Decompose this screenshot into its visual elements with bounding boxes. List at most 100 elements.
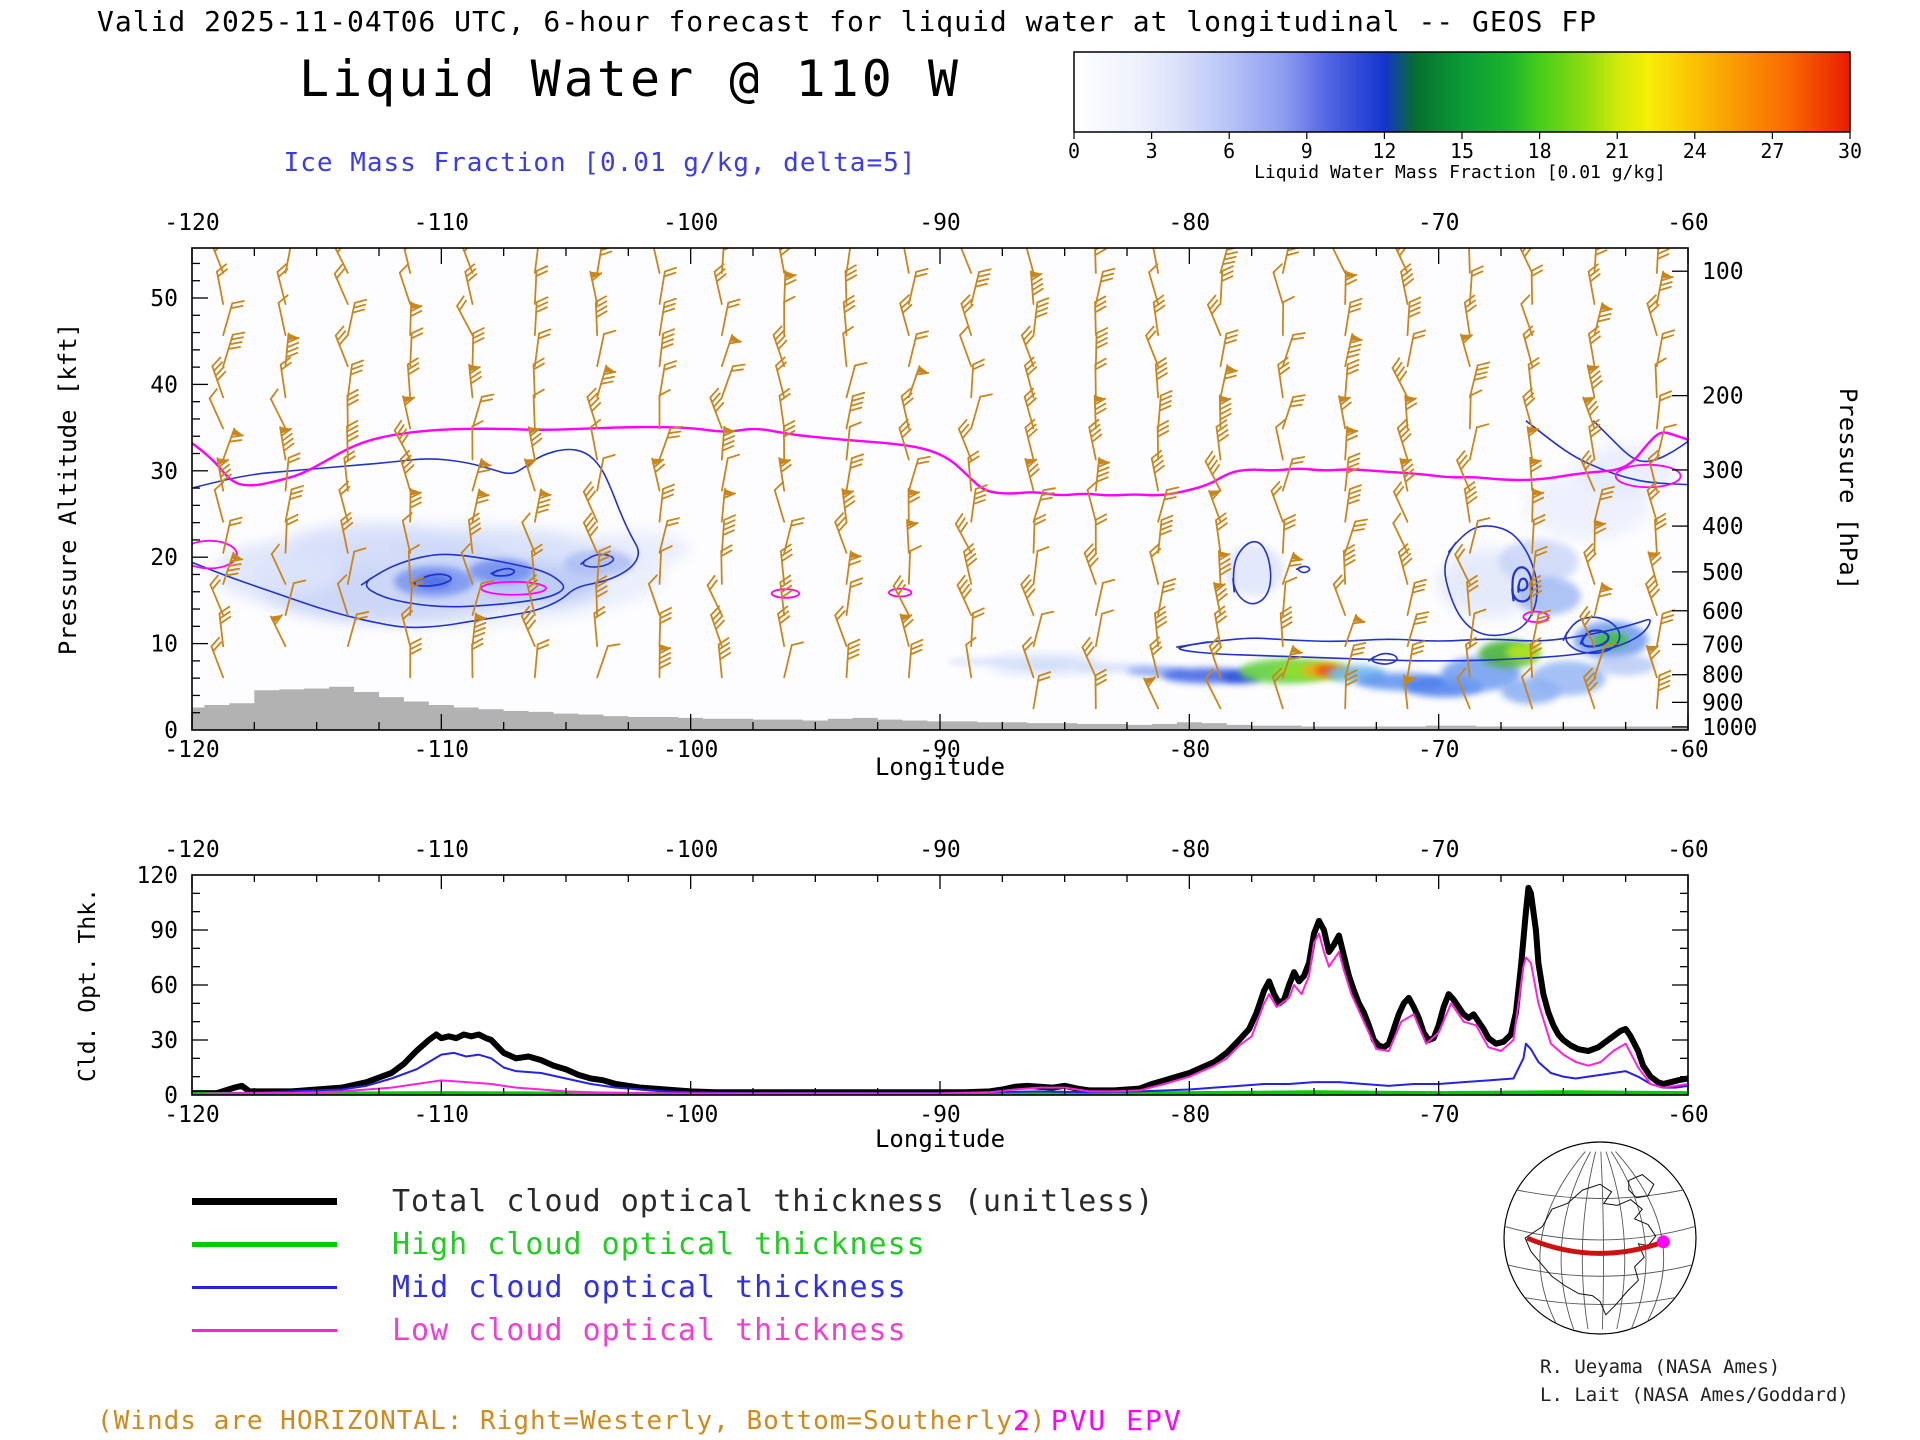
series-line-0 (192, 884, 1688, 1095)
svg-text:-120: -120 (164, 210, 219, 236)
legend-label-mid: Mid cloud optical thickness (392, 1270, 907, 1305)
legend-swatch-high (192, 1242, 337, 1247)
legend-row-low: Low cloud optical thickness (192, 1309, 1154, 1352)
svg-text:200: 200 (1702, 384, 1744, 410)
svg-text:120: 120 (136, 863, 178, 889)
legend-swatch-low (192, 1329, 337, 1332)
svg-text:300: 300 (1702, 458, 1744, 484)
ice-mass-contours (192, 420, 1688, 665)
terrain (192, 686, 1688, 730)
svg-text:-90: -90 (919, 737, 961, 763)
svg-text:60: 60 (150, 973, 178, 999)
svg-text:-80: -80 (1169, 210, 1211, 236)
svg-text:-110: -110 (414, 210, 469, 236)
legend-row-high: High cloud optical thickness (192, 1223, 1154, 1266)
svg-text:0: 0 (1068, 139, 1080, 163)
map-location-marker (1656, 1235, 1670, 1249)
ice-mass-fraction-subtitle: Ice Mass Fraction [0.01 g/kg, delta=5] (283, 148, 917, 178)
svg-text:900: 900 (1702, 690, 1744, 716)
svg-text:0: 0 (164, 718, 178, 744)
svg-text:-100: -100 (663, 737, 718, 763)
colorbar-label: Liquid Water Mass Fraction [0.01 g/kg] (1254, 162, 1666, 183)
bottom-xaxis-label: Longitude (874, 1125, 1006, 1153)
svg-text:50: 50 (150, 286, 178, 312)
svg-text:-110: -110 (414, 1102, 469, 1128)
svg-text:30: 30 (150, 459, 178, 485)
svg-text:-80: -80 (1169, 1102, 1211, 1128)
svg-text:24: 24 (1683, 139, 1707, 163)
svg-text:27: 27 (1760, 139, 1784, 163)
bottom-yaxis-label: Cld. Opt. Thk. (75, 888, 101, 1082)
svg-text:18: 18 (1528, 139, 1552, 163)
svg-text:10: 10 (150, 632, 178, 658)
svg-text:-70: -70 (1418, 210, 1460, 236)
legend-label-total: Total cloud optical thickness (unitless) (392, 1184, 1155, 1219)
svg-text:40: 40 (150, 372, 178, 398)
svg-text:90: 90 (150, 918, 178, 944)
legend-swatch-total (192, 1198, 337, 1205)
svg-text:0: 0 (164, 1083, 178, 1109)
svg-text:100: 100 (1702, 259, 1744, 285)
map-greenland (1628, 1174, 1655, 1199)
svg-text:700: 700 (1702, 632, 1744, 658)
svg-text:12: 12 (1372, 139, 1396, 163)
svg-text:6: 6 (1223, 139, 1235, 163)
legend-label-high: High cloud optical thickness (392, 1227, 926, 1262)
page-title: Liquid Water @ 110 W (298, 50, 962, 108)
wind-barbs (208, 248, 1677, 710)
legend-row-mid: Mid cloud optical thickness (192, 1266, 1154, 1309)
valid-time-header: Valid 2025-11-04T06 UTC, 6-hour forecast… (97, 5, 1598, 38)
svg-text:500: 500 (1702, 560, 1744, 586)
svg-text:-110: -110 (414, 837, 469, 863)
svg-text:-60: -60 (1667, 837, 1709, 863)
svg-text:-120: -120 (164, 737, 219, 763)
svg-text:-120: -120 (164, 837, 219, 863)
svg-text:-80: -80 (1169, 737, 1211, 763)
svg-text:1000: 1000 (1702, 715, 1757, 741)
map-coastline (1524, 1183, 1657, 1316)
map-cross-section-track (1526, 1235, 1665, 1256)
svg-text:-90: -90 (919, 837, 961, 863)
main-yaxis-right-label: Pressure [hPa] (1834, 387, 1862, 591)
svg-text:-120: -120 (164, 1102, 219, 1128)
credit-line-1: R. Ueyama (NASA Ames) (1540, 1356, 1781, 1378)
legend-label-low: Low cloud optical thickness (392, 1313, 907, 1348)
main-xaxis-label: Longitude (874, 753, 1006, 781)
svg-text:600: 600 (1702, 599, 1744, 625)
credit-line-2: L. Lait (NASA Ames/Goddard) (1540, 1384, 1849, 1406)
winds-note: (Winds are HORIZONTAL: Right=Westerly, B… (97, 1406, 1047, 1436)
colorbar: 0 3 6 9 12 15 18 21 24 27 30 (1068, 51, 1862, 163)
epv-label: 2 PVU EPV (1013, 1404, 1183, 1437)
svg-text:800: 800 (1702, 663, 1744, 689)
svg-text:-90: -90 (919, 1102, 961, 1128)
legend-row-total: Total cloud optical thickness (unitless) (192, 1180, 1154, 1223)
svg-text:21: 21 (1605, 139, 1629, 163)
svg-text:-100: -100 (663, 210, 718, 236)
main-axes: -120 -120 -110 -110 -100 -100 -90 -90 -80 -80 -70 -… (150, 210, 1757, 763)
svg-text:-70: -70 (1418, 737, 1460, 763)
svg-text:-100: -100 (663, 837, 718, 863)
svg-text:-60: -60 (1667, 210, 1709, 236)
legend: Total cloud optical thickness (unitless)… (192, 1180, 1154, 1352)
main-yaxis-left-label: Pressure Altitude [kft] (54, 322, 82, 656)
svg-text:-80: -80 (1169, 837, 1211, 863)
svg-text:15: 15 (1450, 139, 1474, 163)
svg-text:-90: -90 (919, 210, 961, 236)
svg-text:400: 400 (1702, 514, 1744, 540)
svg-text:-110: -110 (414, 737, 469, 763)
svg-text:30: 30 (150, 1028, 178, 1054)
svg-text:-60: -60 (1667, 1102, 1709, 1128)
svg-text:-60: -60 (1667, 737, 1709, 763)
series-line-3 (192, 932, 1688, 1095)
svg-text:9: 9 (1301, 139, 1313, 163)
svg-text:-100: -100 (663, 1102, 718, 1128)
svg-text:30: 30 (1838, 139, 1862, 163)
tropopause-2pvu-line (192, 425, 1688, 497)
legend-swatch-mid (192, 1286, 337, 1289)
svg-text:20: 20 (150, 545, 178, 571)
svg-text:-70: -70 (1418, 1102, 1460, 1128)
main-cross-section (192, 248, 1688, 730)
svg-text:3: 3 (1146, 139, 1158, 163)
